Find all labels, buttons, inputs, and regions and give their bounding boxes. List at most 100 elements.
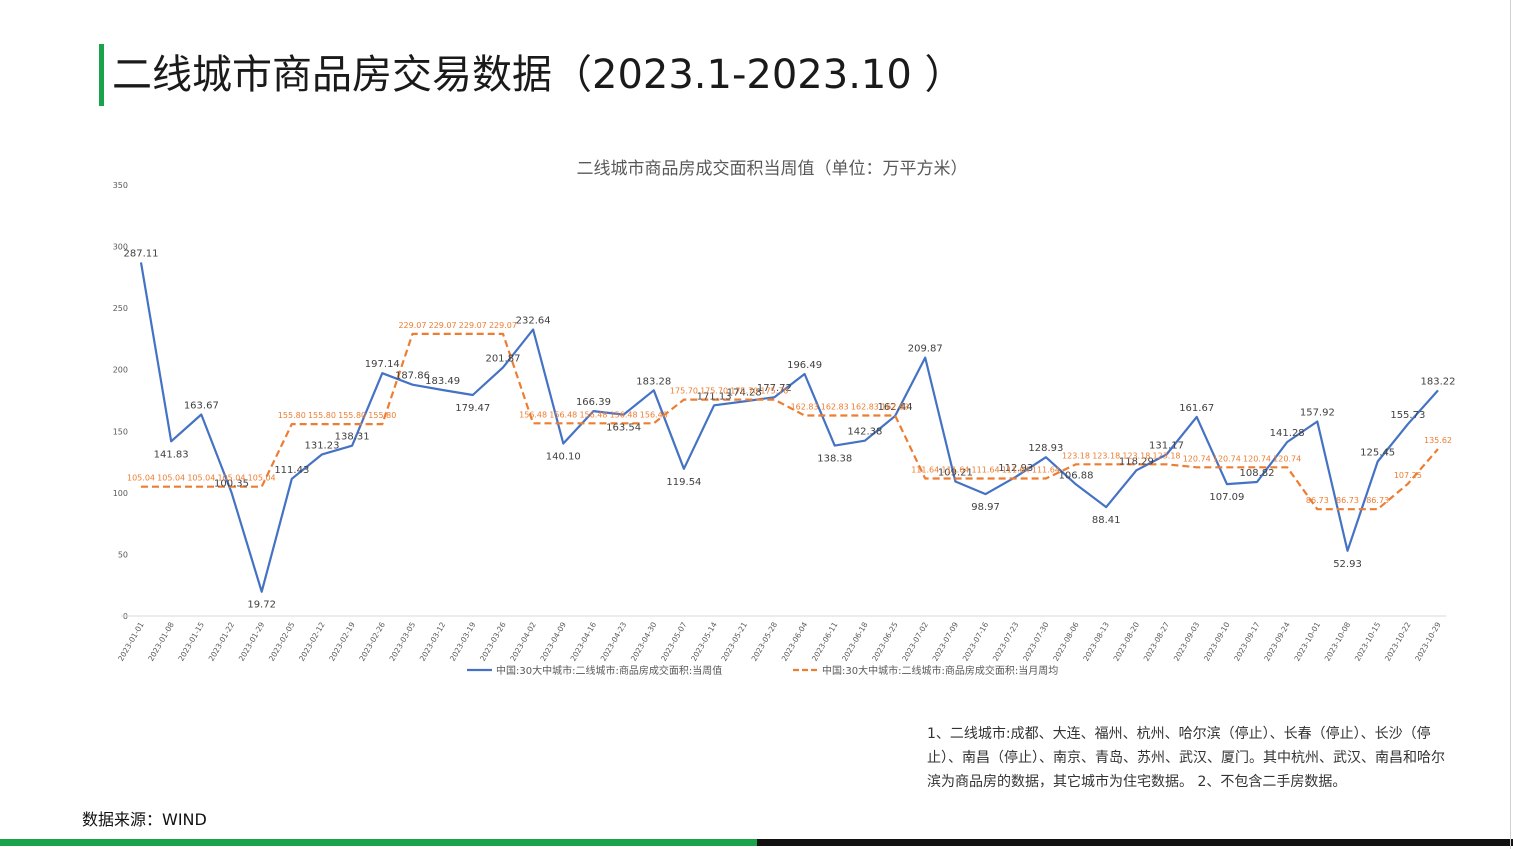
x-tick-label: 2023-03-19 (448, 620, 478, 662)
y-tick-label: 100 (113, 489, 128, 498)
data-label-monthly-avg: 120.74 (1243, 454, 1271, 463)
data-label-weekly: 141.83 (154, 449, 189, 460)
x-tick-label: 2023-01-01 (116, 620, 146, 662)
data-label-weekly: 128.93 (1028, 443, 1063, 454)
data-label-weekly: 232.64 (516, 316, 551, 327)
page-border (1510, 0, 1511, 849)
x-tick-label: 2023-10-29 (1413, 620, 1443, 662)
x-tick-label: 2023-08-13 (1081, 620, 1111, 662)
x-tick-label: 2023-01-15 (176, 620, 206, 662)
data-label-weekly: 131.17 (1149, 440, 1184, 451)
x-tick-label: 2023-05-28 (750, 620, 780, 662)
data-label-monthly-avg: 120.74 (1183, 454, 1211, 463)
x-tick-label: 2023-04-30 (629, 620, 659, 662)
data-label-weekly: 177.72 (757, 383, 792, 394)
x-tick-label: 2023-02-26 (357, 620, 387, 662)
x-tick-label: 2023-08-20 (1112, 620, 1142, 662)
data-label-weekly: 183.28 (636, 376, 671, 387)
x-tick-label: 2023-07-16 (961, 620, 991, 662)
data-label-monthly-avg: 156.48 (610, 410, 638, 419)
data-label-monthly-avg: 86.73 (1366, 496, 1389, 505)
x-tick-label: 2023-03-12 (418, 620, 448, 662)
data-label-monthly-avg: 123.18 (1153, 451, 1181, 460)
series-line-monthly-avg (141, 332, 1439, 511)
data-label-weekly: 108.82 (1240, 468, 1275, 479)
x-tick-label: 2023-08-06 (1051, 620, 1081, 662)
x-tick-label: 2023-05-07 (659, 620, 689, 662)
x-tick-label: 2023-07-02 (900, 620, 930, 662)
data-label-weekly: 119.54 (666, 477, 701, 488)
y-tick-label: 350 (113, 181, 128, 190)
data-label-monthly-avg: 107.25 (1394, 471, 1422, 480)
x-tick-label: 2023-02-19 (327, 620, 357, 662)
data-label-weekly: 183.49 (425, 376, 460, 387)
data-label-weekly: 157.92 (1300, 408, 1335, 419)
data-label-monthly-avg: 156.48 (579, 410, 607, 419)
data-label-monthly-avg: 162.83 (851, 402, 879, 411)
data-label-weekly: 201.87 (485, 353, 520, 364)
data-label-monthly-avg: 155.80 (338, 411, 366, 420)
data-label-weekly: 183.22 (1421, 376, 1456, 387)
data-label-monthly-avg: 162.83 (791, 402, 819, 411)
data-label-monthly-avg: 111.64 (941, 466, 969, 475)
data-label-weekly: 19.72 (247, 600, 276, 611)
data-label-weekly: 174.28 (727, 387, 762, 398)
data-label-monthly-avg: 105.04 (187, 474, 215, 483)
x-tick-label: 2023-06-11 (810, 620, 840, 662)
data-label-monthly-avg: 86.73 (1306, 496, 1329, 505)
data-label-monthly-avg: 229.07 (398, 321, 426, 330)
data-label-weekly: 155.73 (1390, 410, 1425, 421)
y-tick-label: 50 (118, 550, 128, 559)
data-label-weekly: 141.28 (1270, 428, 1305, 439)
data-label-monthly-avg: 156.48 (549, 410, 577, 419)
legend-label-weekly: 中国:30大中城市:二线城市:商品房成交面积:当周值 (496, 664, 722, 677)
y-tick-label: 250 (113, 304, 128, 313)
x-tick-label: 2023-04-16 (569, 620, 599, 662)
x-tick-label: 2023-06-18 (840, 620, 870, 662)
chart-title: 二线城市商品房成交面积当周值（单位：万平方米） (577, 159, 968, 179)
data-label-weekly: 171.13 (697, 391, 732, 402)
x-tick-label: 2023-05-21 (719, 620, 749, 662)
data-label-weekly: 161.67 (1179, 403, 1214, 414)
data-label-monthly-avg: 229.07 (459, 321, 487, 330)
data-label-monthly-avg: 120.74 (1213, 454, 1241, 463)
data-label-monthly-avg: 123.18 (1062, 451, 1090, 460)
data-label-weekly: 118.29 (1119, 456, 1154, 467)
data-label-weekly: 209.87 (908, 344, 943, 355)
data-label-weekly: 163.67 (184, 400, 219, 411)
title-accent-bar (99, 44, 104, 106)
data-label-weekly: 196.49 (787, 360, 822, 371)
data-label-weekly: 138.31 (335, 432, 370, 443)
x-tick-label: 2023-06-25 (870, 620, 900, 662)
data-label-monthly-avg: 156.48 (519, 410, 547, 419)
x-tick-label: 2023-04-09 (538, 620, 568, 662)
data-label-weekly: 187.86 (395, 371, 430, 382)
data-label-monthly-avg: 123.18 (1092, 451, 1120, 460)
data-label-weekly: 52.93 (1333, 559, 1362, 570)
data-label-weekly: 197.14 (365, 359, 400, 370)
legend-label-monthly-avg: 中国:30大中城市:二线城市:商品房成交面积:当月周均 (822, 664, 1058, 677)
data-label-monthly-avg: 155.80 (278, 411, 306, 420)
x-tick-label: 2023-04-02 (508, 620, 538, 662)
footer-black-bar (757, 839, 1513, 846)
data-label-monthly-avg: 229.07 (489, 321, 517, 330)
x-tick-label: 2023-08-27 (1142, 620, 1172, 662)
data-label-monthly-avg: 155.80 (308, 411, 336, 420)
data-label-monthly-avg: 105.04 (248, 474, 276, 483)
data-label-monthly-avg: 105.04 (127, 474, 155, 483)
y-tick-label: 200 (113, 366, 128, 375)
data-label-weekly: 179.47 (455, 403, 490, 414)
data-label-monthly-avg: 156.48 (640, 410, 668, 419)
x-tick-label: 2023-02-12 (297, 620, 327, 662)
data-label-weekly: 131.23 (304, 440, 339, 451)
data-label-weekly: 163.54 (606, 423, 641, 434)
x-tick-label: 2023-09-10 (1202, 620, 1232, 662)
x-tick-label: 2023-07-09 (931, 620, 961, 662)
data-label-monthly-avg: 111.64 (1002, 466, 1030, 475)
data-label-weekly: 142.38 (847, 427, 882, 438)
data-label-weekly: 100.35 (214, 478, 249, 489)
data-label-monthly-avg: 105.04 (157, 474, 185, 483)
data-label-monthly-avg: 155.80 (368, 411, 396, 420)
data-label-weekly: 107.09 (1209, 492, 1244, 503)
